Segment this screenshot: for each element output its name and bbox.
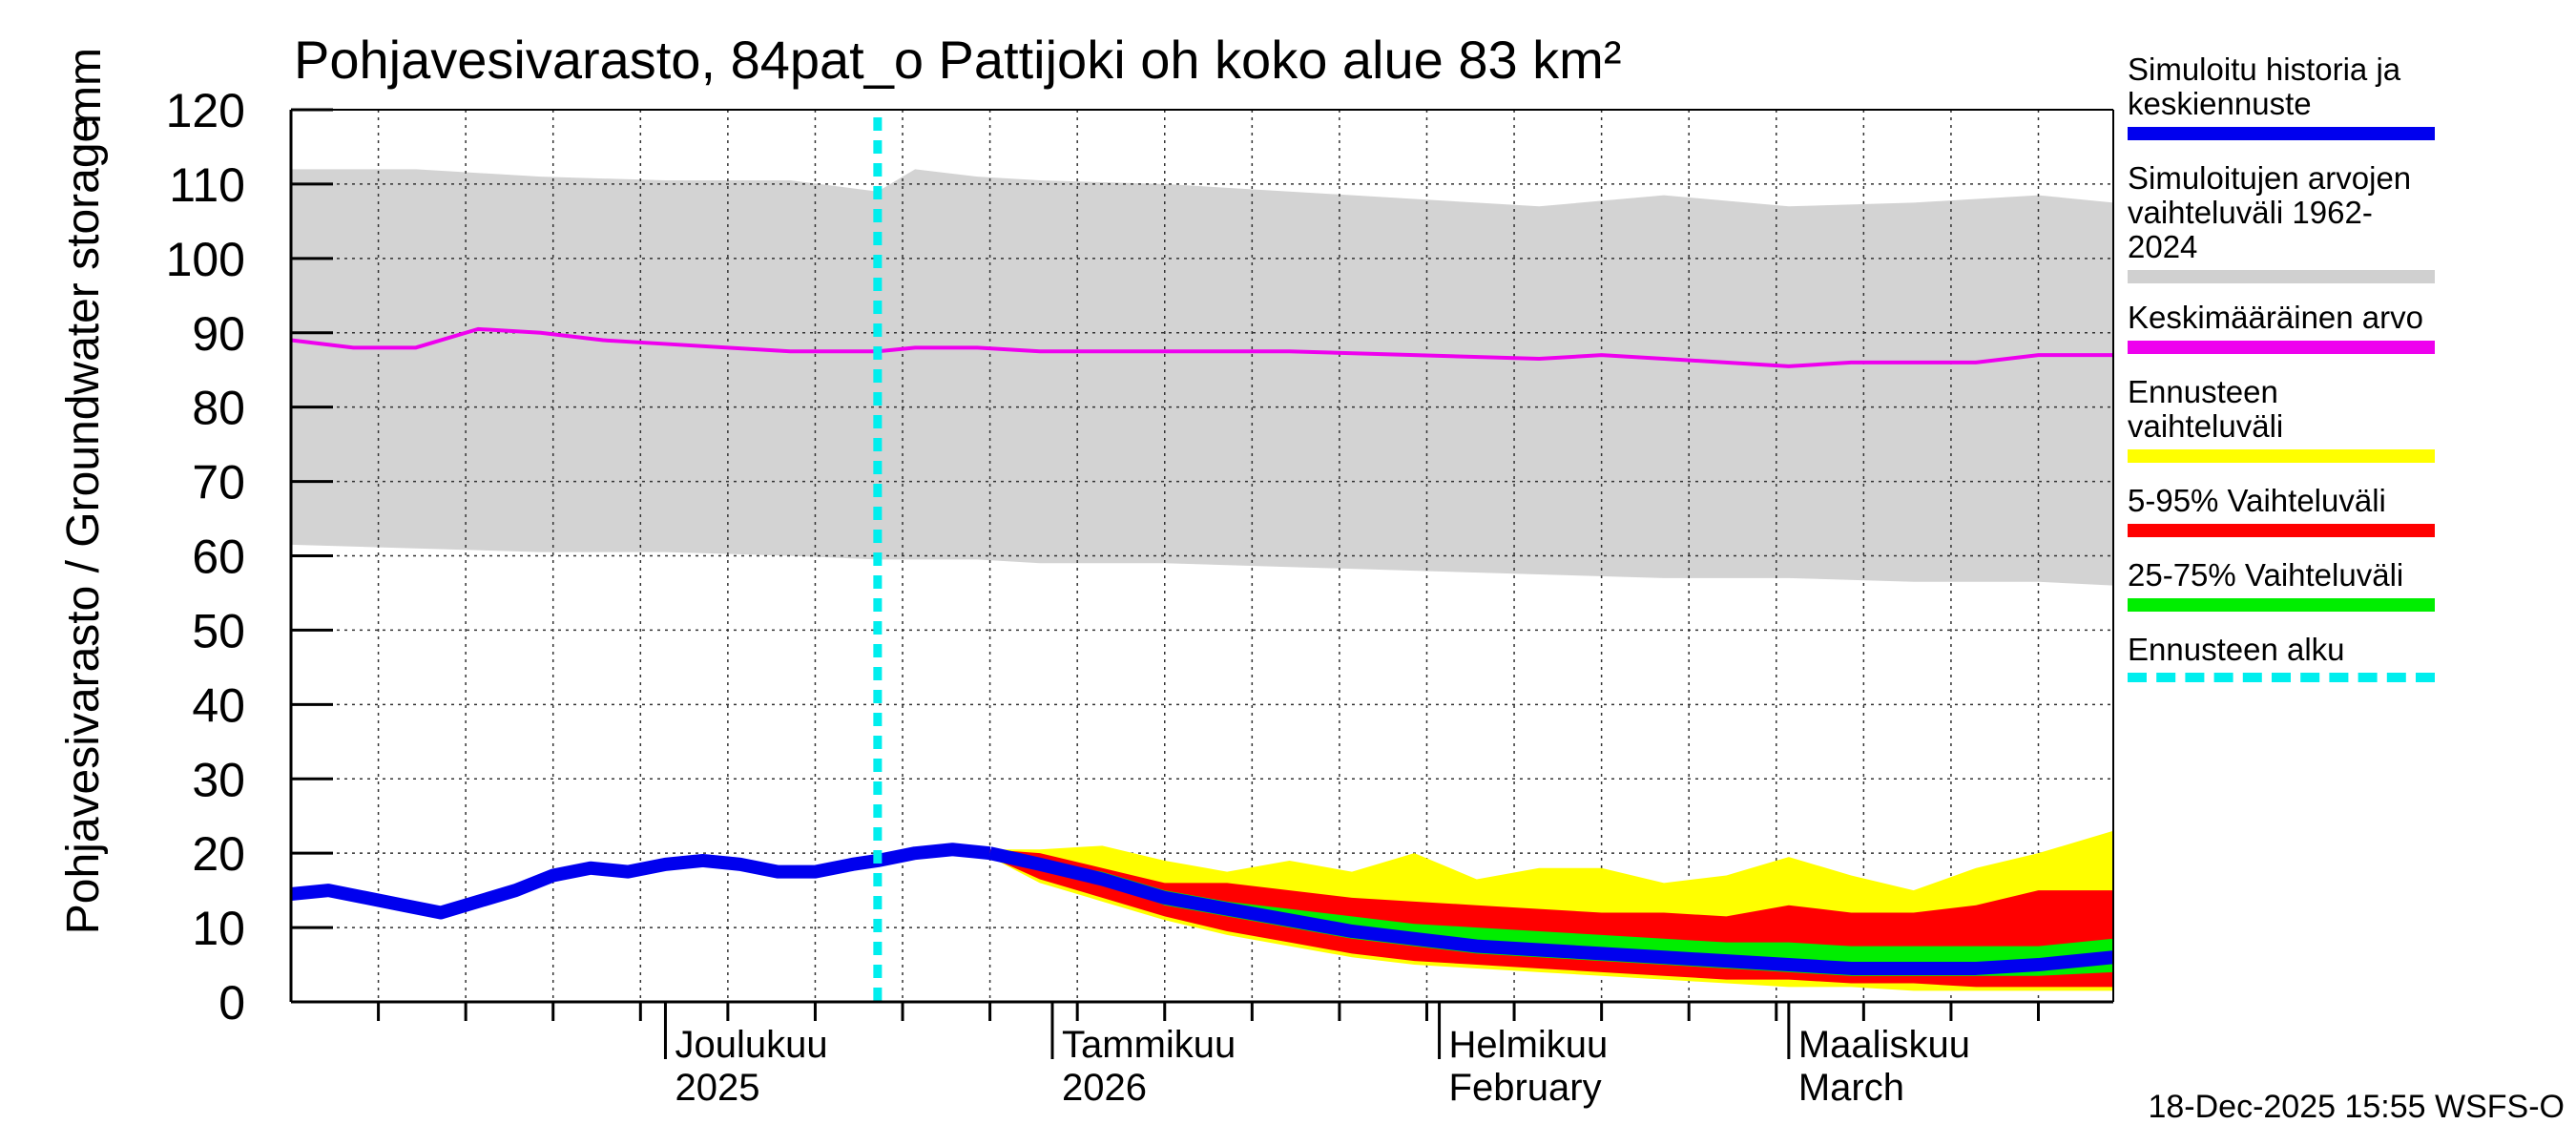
legend-item: Keskimääräinen arvo — [2128, 301, 2442, 354]
month-label: Helmikuu — [1449, 1024, 1609, 1066]
y-tick-label: 30 — [192, 753, 245, 806]
legend-label: Ennusteen alku — [2128, 632, 2345, 667]
forecast-25-75-band — [989, 853, 2113, 976]
legend-item: 25-75% Vaihteluväli — [2128, 558, 2442, 612]
y-tick-label: 70 — [192, 456, 245, 510]
y-tick-label: 50 — [192, 604, 245, 657]
legend-label: 25-75% Vaihteluväli — [2128, 557, 2404, 593]
legend-swatch — [2128, 598, 2435, 612]
legend-label: Ennusteen vaihteluväli — [2128, 374, 2284, 444]
legend-item: Simuloitu historia ja keskiennuste — [2128, 52, 2442, 140]
chart-title: Pohjavesivarasto, 84pat_o Pattijoki oh k… — [294, 30, 1622, 90]
month-sublabel: 2025 — [675, 1067, 759, 1109]
y-tick-label: 90 — [192, 307, 245, 361]
legend-item: Ennusteen alku — [2128, 633, 2442, 682]
median-forecast-line — [988, 846, 2114, 975]
timestamp-footer: 18-Dec-2025 15:55 WSFS-O — [2148, 1089, 2565, 1125]
legend-swatch — [2128, 673, 2435, 682]
legend-swatch — [2128, 449, 2435, 463]
y-tick-label: 10 — [192, 902, 245, 955]
y-tick-label: 0 — [218, 976, 245, 1030]
y-tick-label: 110 — [169, 158, 245, 212]
y-tick-label: 20 — [192, 827, 245, 881]
legend-item: 5-95% Vaihteluväli — [2128, 484, 2442, 537]
month-sublabel: February — [1449, 1067, 1602, 1109]
y-tick-label: 60 — [192, 531, 245, 584]
y-axis-unit: mm — [60, 48, 111, 124]
legend-swatch — [2128, 524, 2435, 537]
month-sublabel: 2026 — [1062, 1067, 1147, 1109]
legend-swatch — [2128, 341, 2435, 354]
y-axis-label: Pohjavesivarasto / Groundwater storage — [58, 116, 109, 935]
y-tick-label: 40 — [192, 678, 245, 732]
legend-label: Simuloitu historia ja keskiennuste — [2128, 52, 2401, 121]
y-tick-label: 120 — [166, 84, 245, 137]
legend-swatch — [2128, 127, 2435, 140]
legend-swatch — [2128, 270, 2435, 283]
legend-item: Simuloitujen arvojen vaihteluväli 1962-2… — [2128, 161, 2442, 283]
legend-item: Ennusteen vaihteluväli — [2128, 375, 2442, 463]
legend-label: Simuloitujen arvojen vaihteluväli 1962-2… — [2128, 160, 2412, 264]
y-tick-label: 100 — [166, 233, 245, 286]
month-label: Tammikuu — [1062, 1024, 1236, 1066]
y-tick-label: 80 — [192, 382, 245, 435]
legend-label: 5-95% Vaihteluväli — [2128, 483, 2386, 518]
month-label: Maaliskuu — [1798, 1024, 1970, 1066]
mean-line — [290, 326, 2113, 368]
month-sublabel: March — [1798, 1067, 1904, 1109]
month-label: Joulukuu — [675, 1024, 827, 1066]
legend-label: Keskimääräinen arvo — [2128, 300, 2423, 335]
legend: Simuloitu historia ja keskiennuste Simulo… — [2128, 52, 2442, 682]
historical-range-band — [291, 169, 2113, 586]
